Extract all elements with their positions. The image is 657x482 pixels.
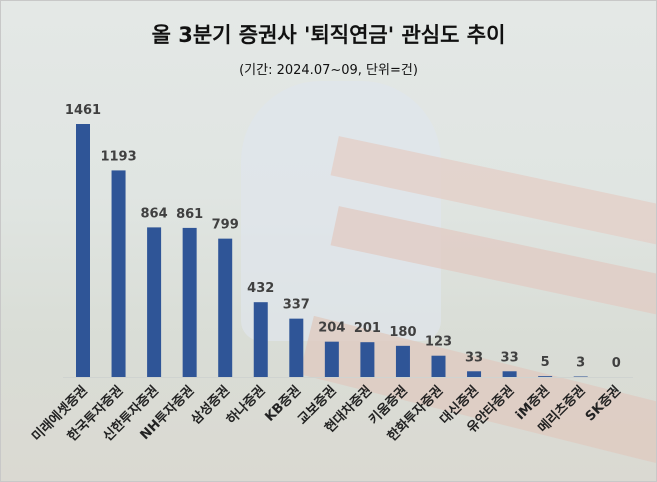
data-label: 1461 bbox=[65, 103, 101, 118]
bar bbox=[502, 371, 517, 377]
bar bbox=[538, 376, 553, 377]
bar bbox=[182, 227, 197, 377]
data-label: 0 bbox=[612, 356, 621, 371]
data-label: 432 bbox=[247, 281, 274, 296]
data-label: 201 bbox=[354, 321, 381, 336]
bar bbox=[111, 170, 126, 377]
data-label: 33 bbox=[501, 350, 519, 365]
bar bbox=[253, 302, 268, 377]
data-label: 5 bbox=[541, 355, 550, 370]
data-label: 861 bbox=[176, 207, 203, 222]
bar bbox=[467, 371, 482, 377]
bar bbox=[289, 318, 304, 377]
data-label: 337 bbox=[283, 298, 310, 313]
data-label: 33 bbox=[465, 350, 483, 365]
x-tick-label: 삼성증권 bbox=[188, 383, 233, 428]
bar bbox=[360, 342, 375, 377]
bar bbox=[431, 355, 446, 377]
x-tick-label: SK증권 bbox=[583, 383, 624, 424]
bar bbox=[573, 376, 588, 377]
bar bbox=[324, 341, 339, 377]
bar bbox=[218, 238, 233, 377]
data-label: 799 bbox=[212, 218, 239, 233]
data-label: 3 bbox=[576, 355, 585, 370]
bar bbox=[76, 124, 90, 377]
data-label: 123 bbox=[425, 335, 452, 350]
data-label: 204 bbox=[318, 321, 345, 336]
chart-subtitle: (기간: 2024.07~09, 단위=건) bbox=[239, 63, 418, 78]
data-label: 1193 bbox=[100, 149, 136, 164]
bar bbox=[395, 345, 410, 377]
chart-title: 올 3분기 증권사 '퇴직연금' 관심도 추이 bbox=[151, 23, 506, 47]
x-tick-label: 하나증권 bbox=[223, 383, 268, 428]
bar bbox=[147, 227, 162, 377]
data-label: 864 bbox=[141, 206, 168, 221]
data-label: 180 bbox=[389, 325, 416, 340]
